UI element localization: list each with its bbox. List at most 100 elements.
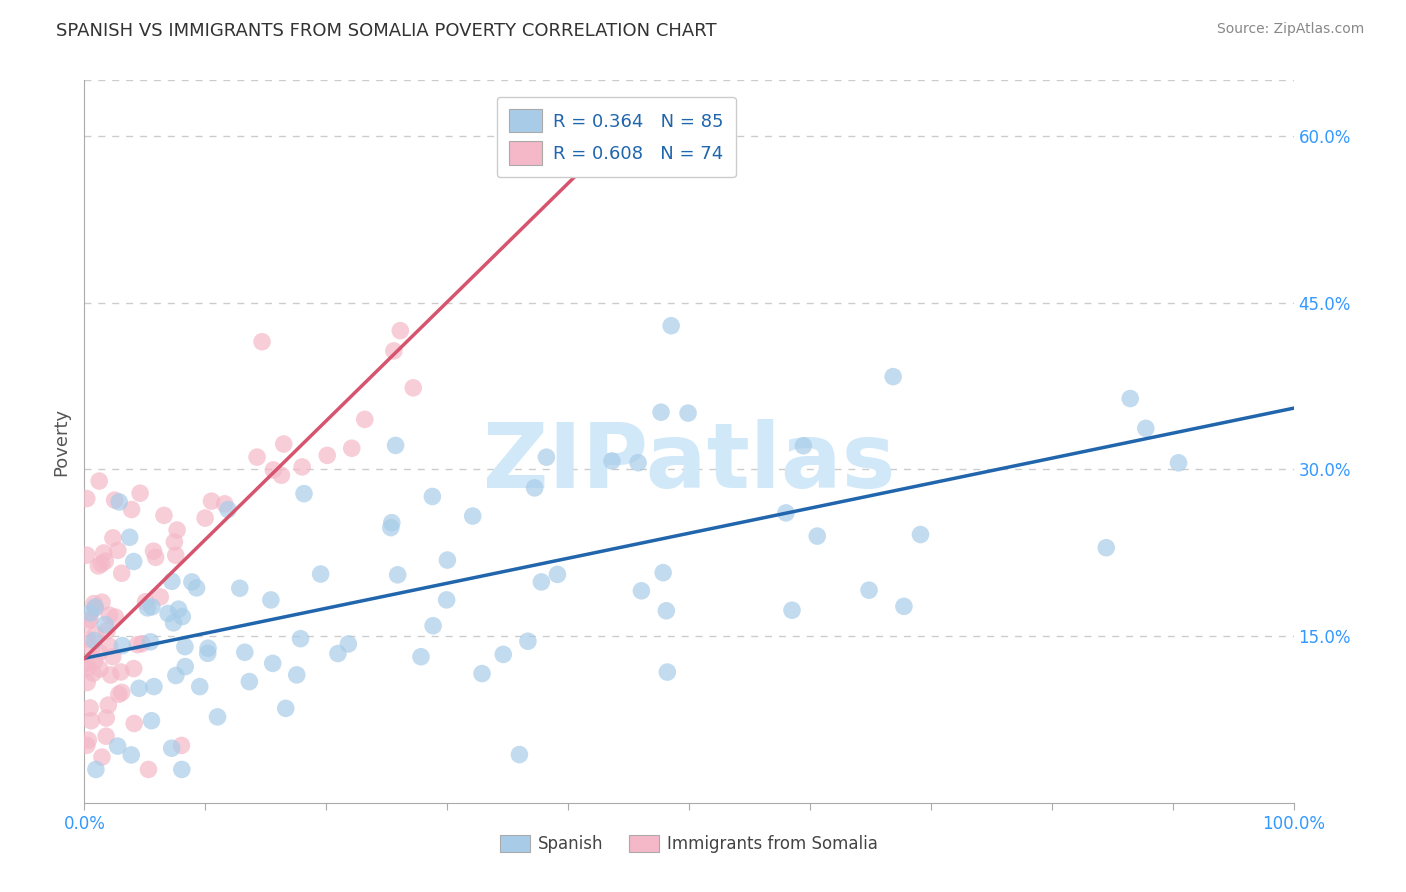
Point	[326, 647, 349, 661]
Point	[165, 668, 187, 682]
Point	[197, 646, 219, 660]
Point	[174, 659, 197, 673]
Point	[101, 649, 124, 664]
Point	[910, 527, 932, 541]
Point	[780, 603, 803, 617]
Point	[409, 649, 432, 664]
Point	[492, 648, 515, 662]
Point	[162, 615, 184, 630]
Point	[792, 439, 814, 453]
Point	[107, 739, 129, 753]
Point	[139, 635, 162, 649]
Point	[111, 566, 134, 581]
Point	[111, 685, 134, 699]
Point	[316, 449, 339, 463]
Point	[91, 595, 114, 609]
Point	[194, 511, 217, 525]
Y-axis label: Poverty: Poverty	[52, 408, 70, 475]
Point	[530, 574, 553, 589]
Point	[384, 438, 406, 452]
Point	[262, 463, 284, 477]
Point	[96, 624, 118, 638]
Point	[153, 508, 176, 523]
Point	[340, 441, 363, 455]
Point	[246, 450, 269, 464]
Point	[122, 662, 145, 676]
Point	[141, 599, 163, 614]
Point	[157, 607, 180, 621]
Point	[108, 687, 131, 701]
Point	[80, 640, 103, 655]
Point	[1095, 541, 1118, 555]
Point	[260, 593, 283, 607]
Point	[167, 602, 190, 616]
Point	[652, 566, 675, 580]
Point	[436, 553, 458, 567]
Point	[83, 654, 105, 668]
Point	[630, 583, 652, 598]
Point	[84, 763, 107, 777]
Point	[122, 716, 145, 731]
Point	[84, 601, 107, 615]
Point	[145, 550, 167, 565]
Point	[546, 567, 568, 582]
Point	[142, 544, 165, 558]
Point	[163, 535, 186, 549]
Point	[337, 637, 360, 651]
Point	[104, 610, 127, 624]
Point	[98, 640, 121, 654]
Point	[87, 558, 110, 573]
Point	[97, 698, 120, 712]
Point	[422, 490, 444, 504]
Point	[136, 600, 159, 615]
Point	[83, 633, 105, 648]
Point	[188, 680, 211, 694]
Point	[77, 733, 100, 747]
Point	[273, 437, 295, 451]
Point	[233, 645, 256, 659]
Point	[290, 632, 312, 646]
Point	[79, 606, 101, 620]
Point	[381, 516, 404, 530]
Point	[387, 567, 409, 582]
Point	[90, 750, 112, 764]
Point	[422, 618, 444, 632]
Point	[149, 590, 172, 604]
Point	[96, 711, 118, 725]
Point	[262, 657, 284, 671]
Point	[180, 574, 202, 589]
Point	[127, 638, 149, 652]
Point	[270, 468, 292, 483]
Point	[98, 608, 121, 623]
Point	[659, 318, 682, 333]
Point	[291, 459, 314, 474]
Point	[250, 334, 273, 349]
Point	[186, 581, 208, 595]
Point	[89, 474, 111, 488]
Point	[436, 593, 458, 607]
Point	[170, 763, 193, 777]
Point	[93, 546, 115, 560]
Point	[104, 493, 127, 508]
Point	[402, 381, 425, 395]
Point	[141, 714, 163, 728]
Point	[650, 405, 672, 419]
Point	[353, 412, 375, 426]
Point	[129, 486, 152, 500]
Point	[200, 494, 222, 508]
Point	[82, 666, 104, 681]
Point	[160, 741, 183, 756]
Text: SPANISH VS IMMIGRANTS FROM SOMALIA POVERTY CORRELATION CHART: SPANISH VS IMMIGRANTS FROM SOMALIA POVER…	[56, 22, 717, 40]
Point	[80, 714, 103, 728]
Point	[120, 747, 142, 762]
Point	[1167, 456, 1189, 470]
Point	[77, 614, 100, 628]
Point	[382, 343, 405, 358]
Point	[107, 543, 129, 558]
Point	[135, 595, 157, 609]
Point	[89, 645, 111, 659]
Point	[84, 627, 107, 641]
Point	[83, 597, 105, 611]
Point	[142, 680, 165, 694]
Point	[197, 641, 219, 656]
